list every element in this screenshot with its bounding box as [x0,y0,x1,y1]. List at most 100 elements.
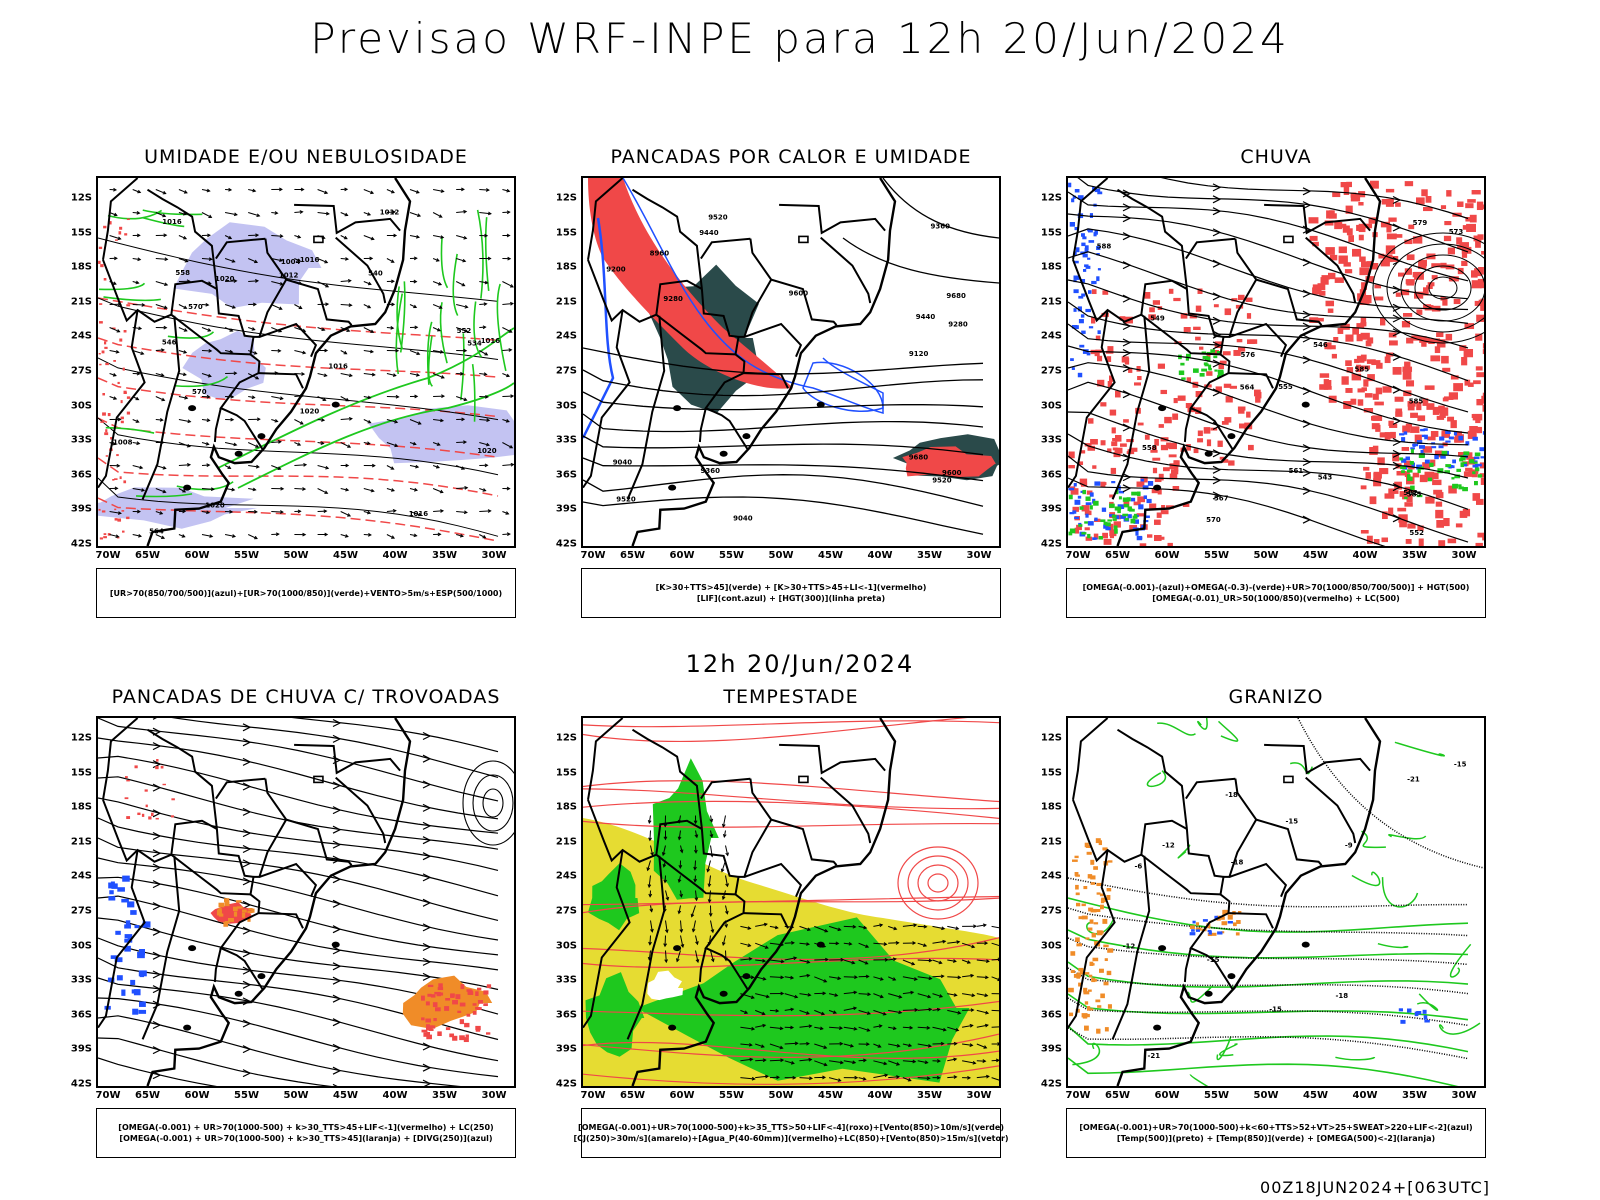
contour-label: 585 [1355,366,1370,374]
contour-label: -21 [1148,1052,1161,1060]
latitude-axis: 12S 15S 18S 21S 24S 27S 30S 33S 36S 39S 42S [547,716,577,1090]
political-border [1183,947,1192,983]
latitude-tick-label: 12S [70,732,92,744]
main-title: Previsao WRF-INPE para 12h 20/Jun/2024 [310,14,1290,63]
humidity-area [368,405,514,464]
temp850-contours [1072,718,1481,1086]
map-canvas: -12-15-15-12-18-18-21-21-15-18-15-9-6 [1068,718,1484,1086]
lake-marker [1204,450,1213,457]
contour-label: -18 [1231,859,1244,867]
pressure-contour [98,357,499,421]
lake-marker [816,941,825,948]
coastline [1116,718,1382,1086]
latitude-tick-label: 24S [555,330,577,342]
lake-marker [1227,973,1236,980]
latitude-tick-label: 39S [1040,503,1062,515]
pressure-contour [98,477,499,537]
latitude-tick-label: 21S [1040,836,1062,848]
political-border [1072,799,1188,863]
lake-marker [1153,484,1162,491]
political-border [587,718,624,800]
map-frame [581,716,1001,1088]
latitude-tick-label: 12S [555,192,577,204]
panel-title: GRANIZO [1228,686,1324,708]
political-border [700,828,749,990]
pressure-contour [98,237,499,302]
divergence-area [104,875,151,1015]
contour-label: 585 [1409,397,1424,405]
contour-label: -15 [1454,761,1467,769]
panel-title: UMIDADE E/OU NEBULOSIDADE [144,146,468,168]
thickness-contour [98,417,499,458]
run-info-footer: 00Z18JUN2024+[063UTC] [1260,1178,1490,1197]
map-canvas: 585 585 585 588 582 579 576 573 570 567 564 561 558 5… [1068,178,1484,546]
longitude-tick-label: 30W [966,1090,992,1101]
gap-area [647,970,683,1001]
thickness-contour [98,497,499,542]
latitude-tick-label: 36S [1040,1009,1062,1021]
longitude-tick-label: 35W [432,1090,457,1101]
federal-district [798,775,809,784]
contour-label: 9680 [909,454,929,462]
latitude-tick-label: 39S [555,503,577,515]
hgt300-contour [583,369,984,397]
latitude-tick-label: 18S [1040,801,1062,813]
temp500-contour [1068,937,1469,966]
contour-label: 1004 [281,258,301,266]
political-border [146,188,218,290]
longitude-tick-label: 50W [1253,550,1279,561]
latitude-tick-label: 36S [555,469,577,481]
political-border [1228,372,1274,389]
contour-label: 1016 [300,256,320,264]
legend-text: [OMEGA(-0.001) + UR>70(1000-500) + k>30_… [118,1123,494,1132]
political-border [1185,288,1234,450]
longitude-tick-label: 55W [1204,1090,1229,1101]
temp500-contour [1068,967,1469,995]
political-border [1234,238,1323,326]
political-border [170,313,251,356]
strong-omega-area [1178,349,1224,380]
political-border [1140,313,1221,356]
thickness-contour [98,457,499,497]
coastline [631,718,897,1086]
lake-marker [742,433,751,440]
lake-marker [668,484,677,491]
latitude-tick-label: 27S [1040,905,1062,917]
political-border [98,309,146,489]
lake-marker [188,405,197,412]
latitude-tick-label: 12S [555,732,577,744]
green-humidity-contours [99,209,514,498]
political-border [1116,728,1188,830]
political-border [1305,236,1357,304]
contour-label: 9040 [613,459,633,467]
lake-marker [183,1024,192,1031]
latitude-tick-label: 36S [1040,469,1062,481]
lake-marker [673,945,682,952]
political-border [1229,322,1288,358]
latitude-tick-label: 42S [555,1078,577,1090]
longitude-tick-label: 60W [184,1090,210,1101]
longitude-tick-label: 40W [1352,1090,1378,1101]
political-border [102,259,218,323]
coastline [146,178,412,546]
political-border [1305,776,1357,844]
latitude-tick-label: 42S [70,1078,92,1090]
contour-label: 576 [1241,351,1256,359]
legend-box: [K>30+TTS>45](verde) + [K>30+TTS>45+LI<-… [581,568,1001,618]
contour-label: -21 [1407,776,1420,784]
longitude-axis: 70W 65W 60W 55W 50W 45W 40W 35W 30W [1066,1090,1486,1104]
contour-label: 9520 [708,214,728,222]
lake-marker [1158,945,1167,952]
lake-marker [1301,401,1310,408]
longitude-tick-label: 55W [719,550,744,561]
lake-marker [1227,433,1236,440]
temp500-contour [1068,997,1469,1027]
legend-box: [OMEGA(-0.001)+UR>70(1000-500)+k>35_TTS>… [573,1108,1009,1158]
contour-label: -12 [1162,842,1175,850]
contour-labels: 1016101610201016102010121020101610121008… [113,208,500,535]
hgt300-contour [882,178,999,239]
federal-district [1283,775,1294,784]
cyclone-center [897,846,979,920]
longitude-tick-label: 55W [1204,550,1229,561]
longitude-tick-label: 60W [184,550,210,561]
